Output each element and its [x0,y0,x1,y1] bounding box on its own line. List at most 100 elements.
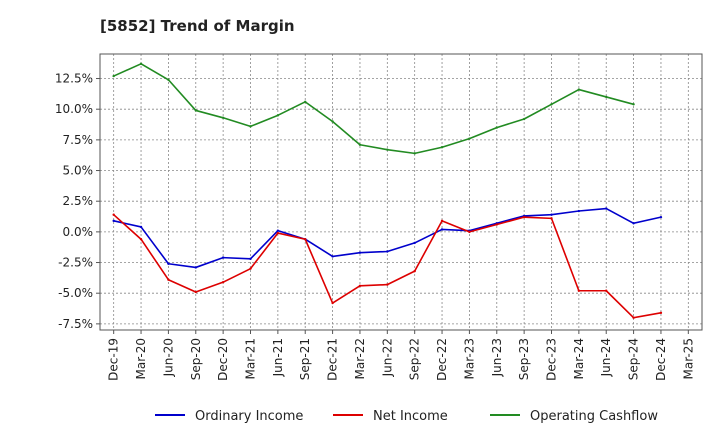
x-tick-label: Jun-22 [380,338,394,377]
data-point-ordinary-income [550,213,553,216]
data-point-ordinary-income [605,207,608,210]
data-point-net-income [550,217,553,220]
data-point-ordinary-income [112,219,115,223]
data-point-operating-cashflow [522,117,526,121]
data-point-ordinary-income [413,241,416,245]
data-point-operating-cashflow [440,146,444,149]
x-tick-label: Sep-24 [627,338,641,380]
legend-label-net-income: Net Income [373,409,448,424]
x-tick-label: Dec-24 [654,338,668,381]
legend-label-operating-cashflow: Operating Cashflow [530,409,658,424]
data-point-operating-cashflow [194,109,197,112]
data-point-ordinary-income [659,215,663,219]
data-point-ordinary-income [577,209,581,213]
y-tick-label: 0.0% [63,225,94,239]
data-point-operating-cashflow [386,148,389,151]
data-point-net-income [139,238,143,241]
data-point-net-income [659,311,663,315]
data-point-net-income [386,283,389,286]
x-tick-label: Jun-23 [490,338,504,377]
legend: Ordinary Income Net Income Operating Cashf… [155,409,658,424]
x-tick-label: Jun-24 [599,338,613,377]
x-tick-label: Jun-20 [161,338,175,377]
data-point-ordinary-income [221,256,225,259]
x-tick-label: Sep-21 [298,338,312,380]
data-point-net-income [358,284,362,288]
data-point-operating-cashflow [632,103,635,106]
x-tick-label: Jun-21 [271,338,285,377]
x-tick-label: Dec-21 [326,338,340,381]
y-tick-label: -7.5% [58,317,93,331]
data-point-operating-cashflow [358,143,362,146]
data-point-operating-cashflow [249,125,252,128]
data-point-ordinary-income [331,255,334,258]
data-point-ordinary-income [167,262,170,265]
data-point-net-income [167,278,170,281]
data-point-ordinary-income [276,229,280,232]
chart-title: [5852] Trend of Margin [100,17,295,35]
x-tick-label: Mar-25 [681,338,695,379]
x-tick-label: Mar-24 [572,338,586,379]
data-point-net-income [495,223,498,226]
x-axis: Dec-19 Mar-20 Jun-20 Sep-20 Dec-20 Mar-21 Jun-… [107,330,695,381]
data-point-net-income [605,289,608,292]
series-line-operating-cashflow [113,63,634,155]
series-layer [112,62,663,319]
x-tick-label: Sep-20 [189,338,203,380]
x-tick-label: Sep-22 [408,338,422,380]
y-tick-label: 7.5% [63,133,94,147]
x-tick-label: Mar-21 [244,338,258,379]
data-point-net-income [577,289,581,292]
data-point-operating-cashflow [167,78,170,81]
data-point-operating-cashflow [577,88,581,91]
x-tick-label: Dec-22 [435,338,449,381]
data-point-operating-cashflow [304,100,307,104]
data-point-ordinary-income [139,225,143,229]
data-point-net-income [304,238,307,241]
y-tick-label: 2.5% [63,194,94,208]
data-point-net-income [468,230,471,234]
data-point-net-income [440,219,444,223]
y-tick-label: -5.0% [58,286,93,300]
y-tick-label: 10.0% [55,102,93,116]
data-point-ordinary-income [632,222,635,225]
data-point-net-income [632,316,635,319]
x-tick-label: Dec-20 [216,338,230,381]
data-point-operating-cashflow [550,103,553,106]
data-point-operating-cashflow [331,120,334,123]
x-tick-label: Mar-23 [462,338,476,379]
y-tick-label: 5.0% [63,164,94,178]
x-tick-label: Mar-20 [134,338,148,379]
x-tick-label: Sep-23 [517,338,531,380]
legend-label-ordinary-income: Ordinary Income [195,409,303,424]
data-point-net-income [112,213,115,216]
data-point-net-income [221,280,225,284]
data-point-net-income [249,267,252,270]
y-tick-label: 12.5% [55,72,93,86]
data-point-operating-cashflow [221,116,225,119]
y-tick-label: -2.5% [58,256,93,270]
data-point-ordinary-income [358,251,362,254]
data-point-operating-cashflow [495,126,498,129]
grid-lines [100,54,702,330]
data-point-operating-cashflow [605,95,608,99]
data-point-operating-cashflow [413,152,416,155]
data-point-net-income [413,269,416,273]
data-point-operating-cashflow [112,74,115,78]
data-point-operating-cashflow [139,62,143,66]
data-point-ordinary-income [249,257,252,261]
data-point-ordinary-income [194,266,197,269]
y-axis: 12.5% 10.0% 7.5% 5.0% 2.5% 0.0% -2.5% -5.0% -7.5… [55,72,100,331]
data-point-ordinary-income [386,250,389,253]
x-tick-label: Mar-22 [353,338,367,379]
data-point-operating-cashflow [468,137,471,140]
data-point-ordinary-income [440,228,444,231]
data-point-operating-cashflow [276,114,280,117]
x-tick-label: Dec-19 [107,338,121,381]
data-point-net-income [331,301,334,305]
plot-frame [99,53,703,331]
data-point-net-income [522,215,526,219]
x-tick-label: Dec-23 [545,338,559,381]
data-point-net-income [276,231,280,235]
